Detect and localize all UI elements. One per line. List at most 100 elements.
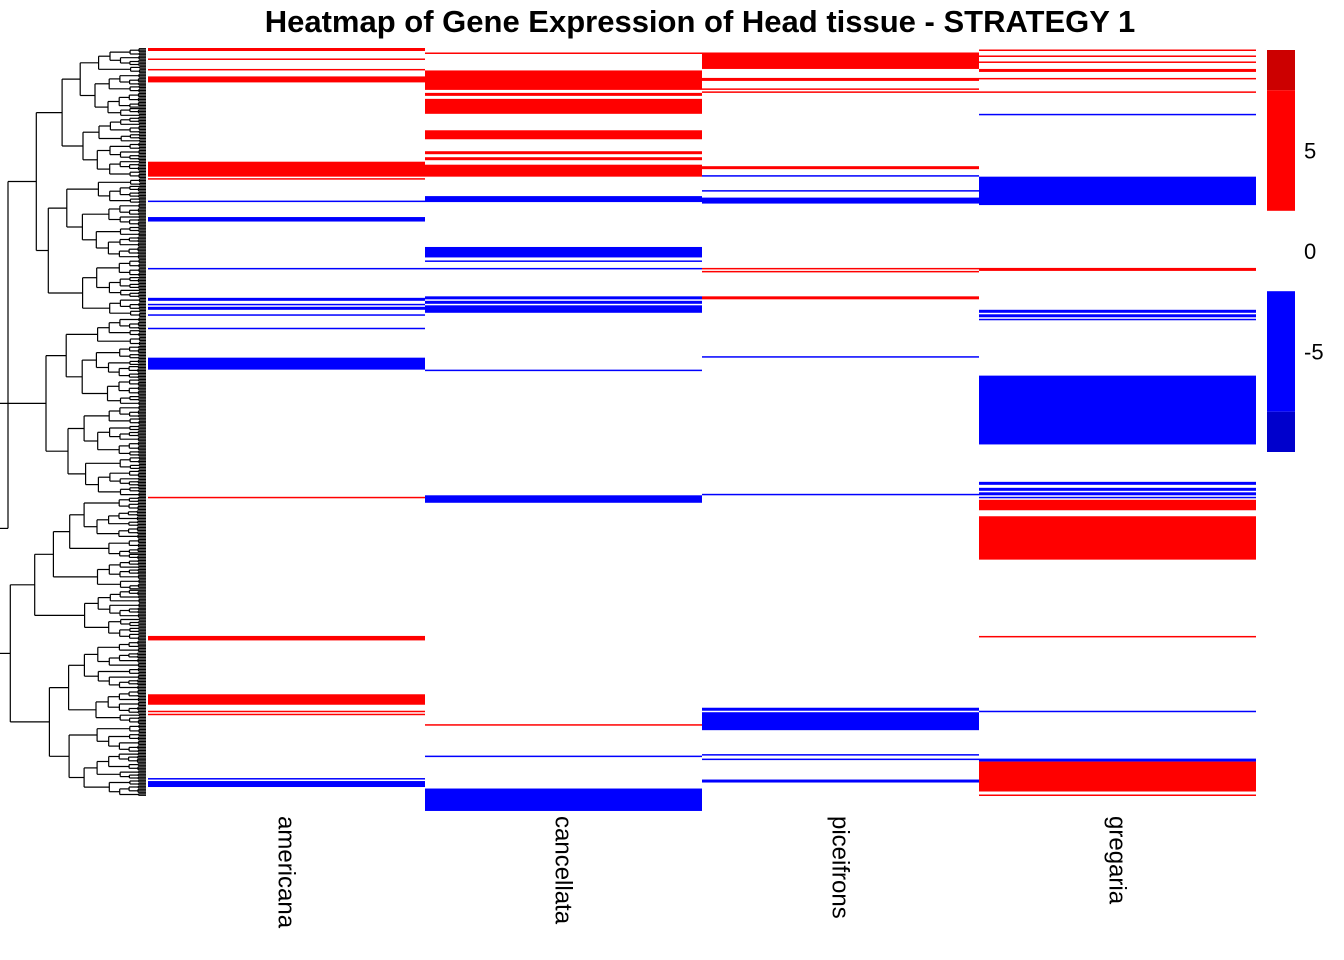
heatmap-cell-gregaria-10: [979, 314, 1256, 318]
heatmap-cell-gregaria-4: [979, 77, 1256, 80]
chart-title: Heatmap of Gene Expression of Head tissu…: [265, 4, 1136, 39]
column-label-cancellata: cancellata: [550, 816, 577, 925]
heatmap-cell-americana-5: [148, 178, 425, 180]
heatmap-cell-gregaria-2: [979, 61, 1256, 63]
heatmap-cell-piceifrons-2: [702, 88, 979, 90]
heatmap-cell-piceifrons-3: [702, 91, 979, 93]
heatmap-cell-cancellata-13: [425, 300, 702, 304]
heatmap-cell-americana-16: [148, 635, 425, 641]
heatmap-cell-gregaria-7: [979, 176, 1256, 206]
heatmap-cell-americana-15: [148, 496, 425, 499]
column-labels: americana cancellata piceifrons gregaria: [273, 816, 1131, 929]
heatmap-cell-piceifrons-14: [702, 712, 979, 731]
heatmap-cell-americana-6: [148, 200, 425, 203]
heatmap-cell-americana-4: [148, 161, 425, 177]
heatmap-cell-gregaria-19: [979, 635, 1256, 638]
heatmap-cell-cancellata-7: [425, 164, 702, 177]
legend-swatch-2: [1267, 291, 1295, 412]
heatmap-cell-piceifrons-7: [702, 197, 979, 204]
heatmap-cell-americana-17: [148, 694, 425, 705]
column-label-americana: americana: [273, 816, 300, 929]
heatmap-cell-cancellata-2: [425, 92, 702, 96]
heatmap-cell-gregaria-23: [979, 794, 1256, 796]
heatmap-cell-gregaria-3: [979, 68, 1256, 72]
heatmap-cell-piceifrons-5: [702, 175, 979, 177]
heatmap-cell-americana-9: [148, 297, 425, 301]
heatmap-cell-piceifrons-0: [702, 52, 979, 69]
heatmap-cell-piceifrons-6: [702, 190, 979, 192]
heatmap-cell-piceifrons-11: [702, 356, 979, 358]
heatmap-cell-piceifrons-13: [702, 707, 979, 711]
legend-swatch-0: [1267, 50, 1295, 91]
heatmap-cell-americana-3: [148, 76, 425, 83]
heatmap-cell-americana-2: [148, 68, 425, 71]
heatmap-cell-americana-19: [148, 713, 425, 716]
heatmap-cell-gregaria-9: [979, 309, 1256, 313]
heatmap-cell-americana-11: [148, 306, 425, 310]
heatmap-cell-americana-18: [148, 710, 425, 713]
heatmap-cell-cancellata-19: [425, 788, 702, 811]
heatmap-cell-cancellata-15: [425, 369, 702, 372]
heatmap-cell-cancellata-0: [425, 52, 702, 54]
row-dendrogram: [0, 48, 146, 796]
heatmap-cell-gregaria-16: [979, 496, 1256, 499]
heatmap-cell-piceifrons-16: [702, 758, 979, 761]
heatmap-cell-gregaria-13: [979, 481, 1256, 485]
heatmap-cell-gregaria-0: [979, 49, 1256, 51]
heatmap-cell-cancellata-12: [425, 296, 702, 300]
heatmap-cell-piceifrons-8: [702, 267, 979, 270]
heatmap-cell-americana-8: [148, 267, 425, 270]
heatmap-cell-americana-21: [148, 781, 425, 788]
legend-swatch-1: [1267, 90, 1295, 211]
heatmap-cell-cancellata-14: [425, 305, 702, 313]
heatmap-cell-gregaria-1: [979, 55, 1256, 57]
heatmap-cell-gregaria-11: [979, 318, 1256, 321]
column-label-gregaria: gregaria: [1104, 816, 1131, 905]
heatmap-cell-gregaria-8: [979, 267, 1256, 271]
heatmap-cell-americana-13: [148, 327, 425, 330]
heatmap-cells: [148, 48, 1256, 811]
heatmap-cell-americana-14: [148, 357, 425, 370]
heatmap-cell-cancellata-17: [425, 724, 702, 726]
heatmap-cell-cancellata-9: [425, 246, 702, 258]
heatmap-cell-cancellata-5: [425, 151, 702, 155]
heatmap-cell-gregaria-20: [979, 710, 1256, 713]
legend-tick-label-2: -5: [1304, 340, 1324, 365]
heatmap-cell-gregaria-17: [979, 499, 1256, 511]
heatmap-cell-gregaria-12: [979, 375, 1256, 445]
color-legend: 5 0 -5: [1267, 50, 1324, 452]
heatmap-cell-piceifrons-12: [702, 493, 979, 496]
heatmap-cell-cancellata-3: [425, 98, 702, 114]
heatmap-cell-gregaria-5: [979, 91, 1256, 93]
heatmap-cell-americana-7: [148, 217, 425, 222]
heatmap-cell-cancellata-10: [425, 260, 702, 262]
legend-tick-label-0: 5: [1304, 139, 1316, 164]
heatmap-cell-piceifrons-17: [702, 779, 979, 783]
column-label-piceifrons: piceifrons: [827, 816, 854, 919]
heatmap-cell-gregaria-15: [979, 492, 1256, 496]
heatmap-cell-piceifrons-1: [702, 77, 979, 81]
heatmap-cell-gregaria-14: [979, 487, 1256, 491]
heatmap-cell-cancellata-6: [425, 157, 702, 161]
heatmap-cell-americana-1: [148, 58, 425, 60]
heatmap-cell-cancellata-18: [425, 755, 702, 758]
heatmap-cell-piceifrons-15: [702, 754, 979, 756]
heatmap-cell-americana-10: [148, 303, 425, 306]
heatmap-cell-piceifrons-4: [702, 166, 979, 170]
heatmap-cell-cancellata-4: [425, 130, 702, 140]
heatmap-cell-cancellata-11: [425, 267, 702, 270]
heatmap-cell-cancellata-16: [425, 495, 702, 503]
heatmap-cell-gregaria-21: [979, 758, 1256, 762]
heatmap-cell-piceifrons-10: [702, 296, 979, 300]
legend-swatch-3: [1267, 411, 1295, 452]
heatmap-cell-piceifrons-9: [702, 270, 979, 273]
legend-tick-label-1: 0: [1304, 239, 1316, 264]
heatmap-cell-americana-20: [148, 778, 425, 780]
heatmap-cell-gregaria-6: [979, 113, 1256, 116]
heatmap-cell-cancellata-8: [425, 196, 702, 203]
heatmap-cell-cancellata-1: [425, 70, 702, 90]
heatmap-cell-americana-0: [148, 48, 425, 51]
heatmap-cell-gregaria-18: [979, 516, 1256, 560]
heatmap-cell-gregaria-22: [979, 761, 1256, 792]
